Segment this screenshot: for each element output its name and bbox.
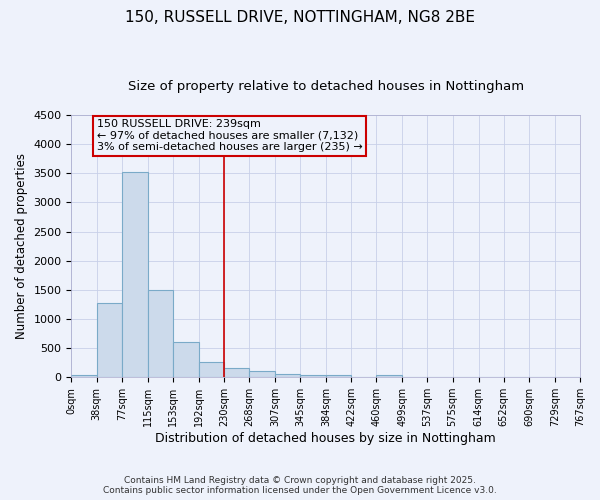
Title: Size of property relative to detached houses in Nottingham: Size of property relative to detached ho… xyxy=(128,80,524,93)
Bar xyxy=(148,290,173,377)
X-axis label: Distribution of detached houses by size in Nottingham: Distribution of detached houses by size … xyxy=(155,432,496,445)
Bar xyxy=(71,376,97,377)
Bar xyxy=(249,372,275,377)
Bar xyxy=(376,376,402,377)
Bar xyxy=(97,303,122,377)
Bar xyxy=(173,342,199,377)
Bar xyxy=(275,374,300,377)
Y-axis label: Number of detached properties: Number of detached properties xyxy=(15,153,28,339)
Text: 150 RUSSELL DRIVE: 239sqm
← 97% of detached houses are smaller (7,132)
3% of sem: 150 RUSSELL DRIVE: 239sqm ← 97% of detac… xyxy=(97,119,362,152)
Text: Contains HM Land Registry data © Crown copyright and database right 2025.
Contai: Contains HM Land Registry data © Crown c… xyxy=(103,476,497,495)
Text: 150, RUSSELL DRIVE, NOTTINGHAM, NG8 2BE: 150, RUSSELL DRIVE, NOTTINGHAM, NG8 2BE xyxy=(125,10,475,25)
Bar xyxy=(122,172,148,377)
Bar xyxy=(326,376,351,377)
Bar xyxy=(199,362,224,377)
Bar xyxy=(224,368,249,377)
Bar xyxy=(300,376,326,377)
